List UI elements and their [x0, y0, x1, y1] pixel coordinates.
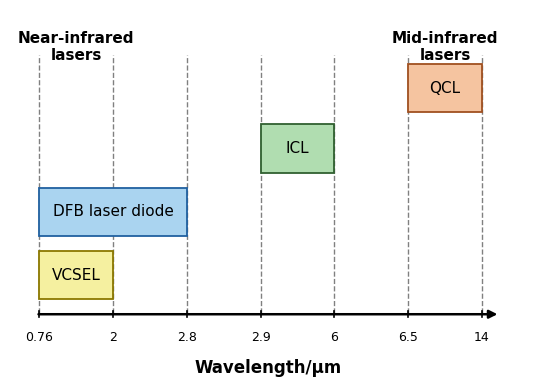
Text: 2.8: 2.8	[177, 331, 197, 344]
FancyBboxPatch shape	[39, 251, 113, 299]
FancyBboxPatch shape	[408, 64, 482, 112]
Text: QCL: QCL	[430, 81, 461, 96]
FancyBboxPatch shape	[39, 188, 187, 236]
Text: 2.9: 2.9	[251, 331, 270, 344]
Text: 0.76: 0.76	[26, 331, 53, 344]
Text: ICL: ICL	[286, 141, 309, 156]
Text: VCSEL: VCSEL	[52, 267, 101, 283]
Text: Near-infrared
lasers: Near-infrared lasers	[18, 31, 134, 63]
Text: Mid-infrared
lasers: Mid-infrared lasers	[392, 31, 498, 63]
Text: Wavelength/μm: Wavelength/μm	[195, 359, 342, 377]
Text: 6.5: 6.5	[398, 331, 418, 344]
Text: DFB laser diode: DFB laser diode	[53, 204, 174, 219]
Text: 6: 6	[330, 331, 338, 344]
Text: 14: 14	[474, 331, 490, 344]
FancyBboxPatch shape	[261, 125, 334, 173]
Text: 2: 2	[109, 331, 117, 344]
